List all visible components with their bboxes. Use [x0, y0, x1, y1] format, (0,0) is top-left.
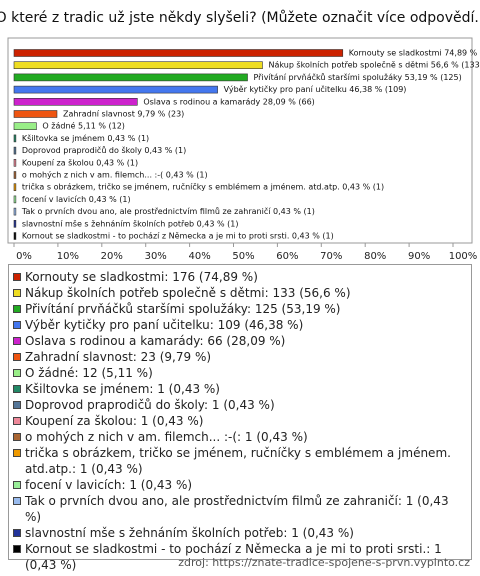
- bar: [13, 110, 58, 118]
- legend-label: Přivítání prvňáčků staršími spolužáky: 1…: [25, 302, 341, 316]
- legend-item: Doprovod praprodičů do školy: 1 (0,43 %): [13, 397, 467, 413]
- bar-label: o mohých z nich v am. filemch... :-( 0,4…: [22, 171, 208, 180]
- legend-item: Kornout se sladkostmi - to pochází z Něm…: [13, 541, 467, 573]
- bar: [13, 73, 248, 82]
- legend-item: Nákup školních potřeb společně s dětmi: …: [13, 285, 467, 301]
- x-tick-label: 80%: [364, 251, 386, 262]
- bar: [13, 195, 17, 204]
- x-tick-label: 40%: [188, 251, 210, 262]
- bar: [13, 61, 263, 70]
- bar-label: Kornouty se sladkostmi 74,89 % (176): [349, 49, 480, 58]
- bar-label: Výběr kytičky pro paní učitelku 46,38 % …: [224, 84, 407, 94]
- bar-label: Kšiltovka se jménem 0,43 % (1): [22, 133, 149, 143]
- legend-swatch: [13, 353, 21, 361]
- bar: [13, 85, 218, 94]
- x-tick-label: 30%: [145, 251, 167, 262]
- bar-label: Koupení za školou 0,43 % (1): [22, 157, 138, 167]
- bar-label: focení v lavicích 0,43 % (1): [22, 195, 131, 204]
- legend-label: Kornouty se sladkostmi: 176 (74,89 %): [25, 270, 258, 284]
- bar: [13, 98, 138, 106]
- legend-swatch: [13, 545, 21, 553]
- legend-item: Zahradní slavnost: 23 (9,79 %): [13, 349, 467, 365]
- bar-label: O žádné 5,11 % (12): [42, 121, 124, 131]
- legend-item: focení v lavicích: 1 (0,43 %): [13, 477, 467, 493]
- x-tick-label: 60%: [276, 251, 298, 262]
- legend-swatch: [13, 481, 21, 489]
- legend-swatch: [13, 273, 21, 281]
- legend-swatch: [13, 305, 21, 313]
- bar-label: Zahradní slavnost 9,79 % (23): [63, 110, 184, 119]
- legend-swatch: [13, 417, 21, 425]
- legend-swatch: [13, 321, 21, 329]
- legend-swatch: [13, 449, 21, 457]
- legend-label: Kornout se sladkostmi - to pochází z Něm…: [25, 542, 442, 572]
- bar-label: slavnostní mše s žehnáním školních potře…: [22, 218, 239, 228]
- x-tick-label: 10%: [57, 251, 79, 262]
- bar: [13, 220, 17, 228]
- legend-label: Koupení za školou: 1 (0,43 %): [25, 414, 204, 428]
- bar: [13, 146, 17, 155]
- x-tick-label: 70%: [320, 251, 342, 262]
- source: zdroj: https://znate-tradice-spojene-s-p…: [178, 556, 470, 569]
- bar: [13, 232, 17, 240]
- legend-item: o mohých z nich v am. filemch... :-(: 1 …: [13, 429, 467, 445]
- legend-label: Zahradní slavnost: 23 (9,79 %): [25, 350, 212, 364]
- bar: [13, 122, 37, 130]
- bar: [13, 134, 17, 143]
- x-tick-label: 20%: [101, 251, 123, 262]
- legend-label: o mohých z nich v am. filemch... :-(: 1 …: [25, 430, 308, 444]
- legend-item: Kornouty se sladkostmi: 176 (74,89 %): [13, 269, 467, 285]
- legend-label: focení v lavicích: 1 (0,43 %): [25, 478, 193, 492]
- bar: [13, 159, 17, 167]
- legend-label: slavnostní mše s žehnáním školních potře…: [25, 526, 354, 540]
- legend-swatch: [13, 385, 21, 393]
- legend-swatch: [13, 337, 21, 345]
- x-tick-label: 0%: [16, 251, 32, 262]
- bar-label: Kornout se sladkostmi - to pochází z Něm…: [22, 232, 334, 241]
- legend-swatch: [13, 433, 21, 441]
- legend: Kornouty se sladkostmi: 176 (74,89 %) Nák…: [8, 264, 472, 572]
- legend-item: Přivítání prvňáčků staršími spolužáky: 1…: [13, 301, 467, 317]
- legend-label: Kšiltovka se jménem: 1 (0,43 %): [25, 382, 220, 396]
- bar-label: Přivítání prvňáčků staršími spolužáky 53…: [254, 72, 462, 82]
- legend-swatch: [13, 401, 21, 409]
- legend-item: Výběr kytičky pro paní učitelku: 109 (46…: [13, 317, 467, 333]
- plot-frame: [7, 37, 473, 244]
- legend-label: Výběr kytičky pro paní učitelku: 109 (46…: [25, 318, 304, 332]
- bar-label: Tak o prvních dvou ano, ale prostřednict…: [21, 206, 315, 216]
- legend-item: O žádné: 12 (5,11 %): [13, 365, 467, 381]
- legend-label: Tak o prvních dvou ano, ale prostřednict…: [25, 494, 449, 524]
- legend-label: Doprovod praprodičů do školy: 1 (0,43 %): [25, 398, 275, 412]
- legend-swatch: [13, 369, 21, 377]
- x-tick-label: 50%: [232, 251, 254, 262]
- legend-item: Oslava s rodinou a kamarády: 66 (28,09 %…: [13, 333, 467, 349]
- legend-item: trička s obrázkem, tričko se jménem, ruč…: [13, 445, 467, 477]
- x-tick-label: 90%: [408, 251, 430, 262]
- legend-swatch: [13, 529, 21, 537]
- legend-item: Tak o prvních dvou ano, ale prostřednict…: [13, 493, 467, 525]
- legend-label: Oslava s rodinou a kamarády: 66 (28,09 %…: [25, 334, 286, 348]
- legend-label: O žádné: 12 (5,11 %): [25, 366, 153, 380]
- legend-swatch: [13, 289, 21, 297]
- bar: [13, 171, 17, 179]
- legend-label: Nákup školních potřeb společně s dětmi: …: [25, 286, 351, 300]
- chart: O které z tradic už jste někdy slyšeli? …: [0, 10, 480, 262]
- bar: [13, 183, 17, 191]
- bar-label: Oslava s rodinou a kamarády 28,09 % (66): [143, 97, 314, 106]
- legend-item: Kšiltovka se jménem: 1 (0,43 %): [13, 381, 467, 397]
- bar: [13, 207, 17, 216]
- x-tick-label: 100%: [449, 251, 478, 262]
- bar-label: Doprovod praprodičů do školy 0,43 % (1): [22, 145, 186, 155]
- bar-label: trička s obrázkem, tričko se jménem, ruč…: [22, 182, 384, 192]
- legend-swatch: [13, 497, 21, 505]
- bar-label: Nákup školních potřeb společně s dětmi 5…: [268, 60, 480, 70]
- legend-item: slavnostní mše s žehnáním školních potře…: [13, 525, 467, 541]
- legend-label: trička s obrázkem, tričko se jménem, ruč…: [25, 446, 451, 476]
- bar: [13, 49, 344, 57]
- legend-item: Koupení za školou: 1 (0,43 %): [13, 413, 467, 429]
- chart-title: O které z tradic už jste někdy slyšeli? …: [0, 10, 480, 26]
